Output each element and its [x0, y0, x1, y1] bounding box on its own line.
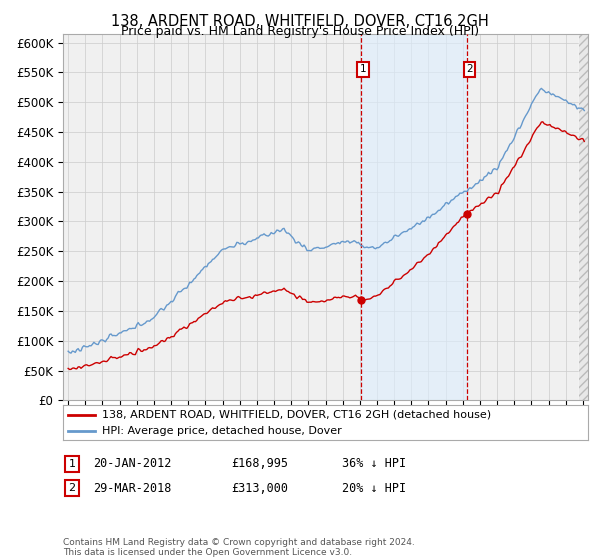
Text: 36% ↓ HPI: 36% ↓ HPI [342, 457, 406, 470]
Text: 20-JAN-2012: 20-JAN-2012 [93, 457, 172, 470]
Text: 20% ↓ HPI: 20% ↓ HPI [342, 482, 406, 495]
Text: 138, ARDENT ROAD, WHITFIELD, DOVER, CT16 2GH (detached house): 138, ARDENT ROAD, WHITFIELD, DOVER, CT16… [103, 409, 491, 419]
Text: 29-MAR-2018: 29-MAR-2018 [93, 482, 172, 495]
Bar [361, 34, 467, 400]
Bar [578, 31, 600, 400]
Bar [578, 34, 596, 400]
Text: HPI: Average price, detached house, Dover: HPI: Average price, detached house, Dove… [103, 426, 342, 436]
Text: Contains HM Land Registry data © Crown copyright and database right 2024.
This d: Contains HM Land Registry data © Crown c… [63, 538, 415, 557]
Text: £168,995: £168,995 [231, 457, 288, 470]
Text: £313,000: £313,000 [231, 482, 288, 495]
Text: 138, ARDENT ROAD, WHITFIELD, DOVER, CT16 2GH: 138, ARDENT ROAD, WHITFIELD, DOVER, CT16… [111, 14, 489, 29]
Text: 2: 2 [466, 64, 473, 74]
Bar [578, 31, 592, 400]
Text: Price paid vs. HM Land Registry's House Price Index (HPI): Price paid vs. HM Land Registry's House … [121, 25, 479, 38]
Text: 2: 2 [68, 483, 76, 493]
Text: 1: 1 [360, 64, 367, 74]
Text: 1: 1 [68, 459, 76, 469]
